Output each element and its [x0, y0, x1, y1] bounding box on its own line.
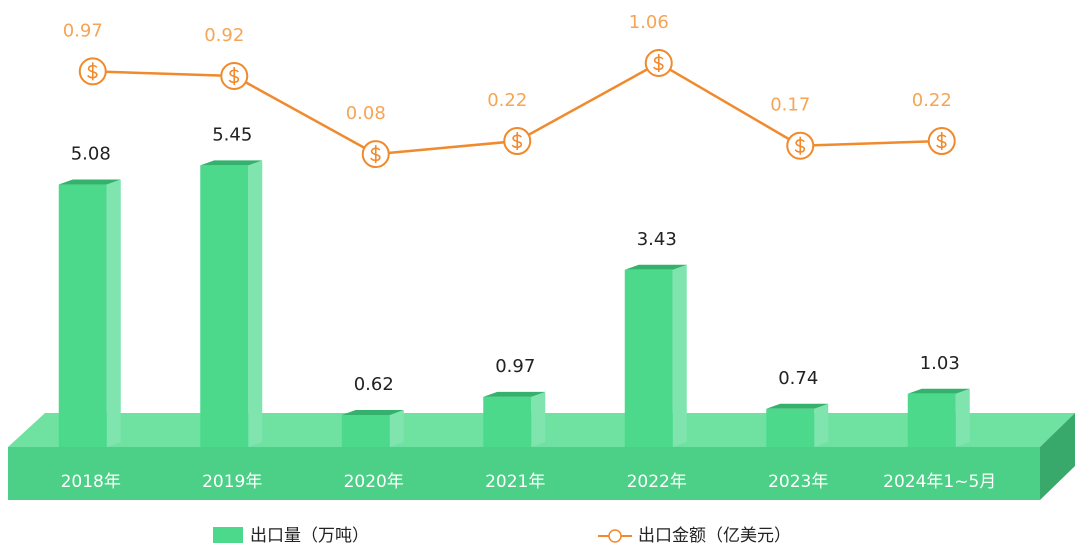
marker-icon	[228, 67, 240, 86]
data-label: 3.43	[637, 229, 677, 250]
bar-side	[248, 160, 263, 447]
data-label: 1.03	[920, 353, 960, 374]
bar-side	[814, 403, 829, 447]
marker-icon	[511, 132, 523, 151]
data-label: 0.22	[912, 90, 952, 111]
bars: 5.08 5.45 0.62 0.97 3.43 0.74 1.03	[58, 124, 970, 448]
bar-side	[389, 409, 404, 447]
line-layer: 0.97 0.92 0.08 0.22 1.06 0.17 0.22	[63, 12, 956, 169]
data-label: 0.97	[63, 20, 103, 41]
legend-swatch-marker	[608, 529, 622, 543]
data-label: 0.97	[495, 356, 535, 377]
data-label: 5.45	[212, 124, 252, 145]
bar	[58, 184, 107, 448]
marker-icon	[87, 62, 98, 81]
bar-side	[531, 391, 546, 447]
bar	[766, 408, 815, 447]
bar-top	[624, 264, 687, 270]
platform-front	[8, 447, 1040, 500]
marker-icon	[794, 136, 806, 155]
legend-label: 出口金额（亿美元）	[638, 526, 791, 546]
bar	[341, 414, 390, 447]
legend-swatch-bar	[213, 527, 243, 543]
bar-side	[955, 388, 970, 447]
bar-side	[672, 264, 687, 447]
x-tick-label: 2020年	[344, 472, 404, 492]
x-tick-label: 2024年1~5月	[883, 472, 996, 492]
x-tick-label: 2023年	[768, 472, 828, 492]
data-label: 0.08	[346, 103, 386, 124]
x-tick-label: 2018年	[61, 472, 121, 492]
marker-icon	[936, 132, 947, 151]
marker-icon	[653, 54, 664, 73]
x-tick-label: 2022年	[627, 472, 687, 492]
bar-top	[58, 179, 121, 185]
legend: 出口量（万吨） 出口金额（亿美元）	[213, 526, 791, 546]
x-tick-label: 2019年	[202, 472, 262, 492]
data-label: 0.22	[487, 90, 527, 111]
data-label: 0.92	[204, 25, 244, 46]
data-label: 0.17	[770, 95, 810, 116]
bar	[624, 269, 673, 447]
platform-side	[1040, 413, 1075, 500]
x-tick-label: 2021年	[485, 472, 545, 492]
bar	[907, 393, 956, 447]
bar-top	[341, 409, 404, 415]
bar	[200, 165, 249, 447]
marker-icon	[370, 145, 381, 164]
bar-top	[766, 403, 829, 409]
legend-label: 出口量（万吨）	[250, 526, 369, 546]
bar-side	[106, 179, 121, 448]
bar-top	[200, 160, 263, 166]
data-label: 0.74	[778, 368, 818, 389]
data-label: 5.08	[71, 144, 111, 165]
bar	[483, 396, 532, 447]
data-label: 0.62	[354, 374, 394, 395]
bar-top	[483, 391, 546, 397]
data-label: 1.06	[629, 12, 669, 33]
bar-top	[907, 388, 970, 394]
